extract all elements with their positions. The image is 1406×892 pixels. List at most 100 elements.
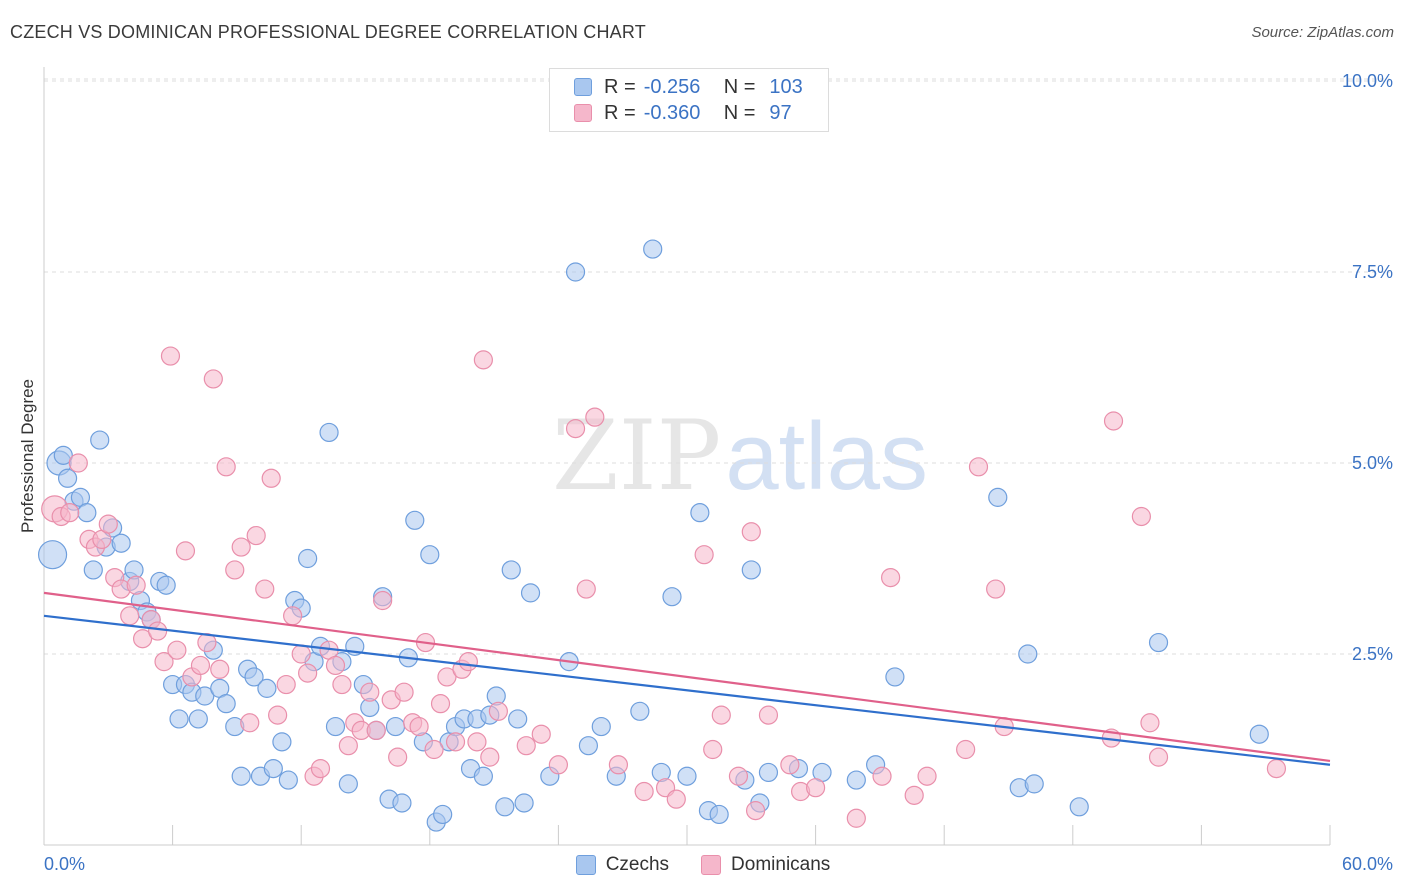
czech-point — [272, 732, 292, 752]
czech-point — [988, 487, 1008, 507]
dominican-point — [216, 457, 236, 477]
dominican-trend-line — [43, 591, 1331, 763]
czech-point — [758, 762, 779, 783]
legend-label-dominicans: Dominicans — [731, 854, 831, 875]
czech-point — [392, 793, 412, 813]
dominican-point — [68, 453, 88, 473]
dominican-point — [231, 537, 251, 557]
y-tick-label: 2.5% — [1352, 644, 1393, 664]
legend-item-czechs[interactable]: Czechs — [575, 854, 669, 876]
czech-point — [741, 560, 761, 580]
n-label: N = — [723, 101, 756, 124]
czech-point — [514, 793, 534, 813]
czech-point — [709, 804, 729, 825]
series-legend: Czechs Dominicans — [0, 852, 1406, 878]
czech-point — [195, 686, 215, 706]
r-value: -0.360 — [643, 101, 701, 124]
dominican-point — [255, 579, 275, 599]
dominican-point — [585, 407, 605, 427]
czech-point — [643, 239, 663, 259]
n-value: 97 — [769, 101, 792, 124]
dominican-point — [298, 663, 318, 683]
dominican-point — [531, 724, 551, 744]
czech-point — [433, 804, 453, 825]
czech-point — [325, 716, 346, 737]
czech-point — [473, 766, 493, 786]
dominican-point — [968, 457, 989, 477]
dominican-point — [1266, 758, 1287, 779]
czech-trend-line — [43, 614, 1331, 766]
dominican-point — [986, 579, 1006, 599]
y-tick-label: 10.0% — [1342, 71, 1393, 91]
dominican-point — [473, 350, 493, 370]
dominican-point — [338, 736, 358, 756]
czech-point — [338, 774, 358, 794]
dominican-point — [608, 755, 629, 775]
dominican-point — [175, 541, 196, 561]
dominican-point — [98, 514, 118, 534]
dominican-point — [846, 808, 866, 828]
czech-point — [420, 545, 440, 565]
legend-item-dominicans[interactable]: Dominicans — [701, 854, 830, 876]
czech-point — [156, 575, 176, 595]
czech-point — [846, 770, 866, 790]
dominican-point — [167, 640, 187, 660]
chart-title: CZECH VS DOMINICAN PROFESSIONAL DEGREE C… — [10, 22, 646, 42]
dominican-point — [805, 778, 826, 798]
czech-point — [1069, 797, 1089, 817]
dominican-point — [424, 739, 444, 760]
czech-point — [495, 797, 515, 817]
czech-point — [37, 540, 68, 570]
x-tick-label: 0.0% — [44, 854, 85, 874]
dominican-point — [430, 694, 451, 714]
czech-point — [319, 422, 339, 443]
dominican-point — [488, 701, 508, 721]
czech-point — [690, 503, 710, 523]
czechs-legend-swatch — [575, 855, 596, 875]
n-value: 103 — [769, 75, 803, 98]
czech-point — [885, 667, 905, 687]
dominican-point — [467, 732, 487, 752]
czech-point — [231, 766, 251, 786]
dominican-point — [291, 644, 311, 664]
czech-point — [1249, 724, 1269, 744]
dominican-point — [1140, 713, 1160, 733]
dominican-point — [246, 525, 266, 546]
czech-point — [257, 678, 277, 698]
dominican-point — [1103, 411, 1124, 431]
dominican-point — [711, 705, 731, 725]
dominican-point — [225, 560, 245, 580]
dominican-point — [409, 716, 429, 737]
czech-point — [169, 709, 189, 729]
dominicans-legend-swatch — [701, 855, 722, 875]
source-label: Source: ZipAtlas.com — [1251, 24, 1394, 41]
dominican-point — [480, 747, 500, 767]
dominican-point — [360, 682, 380, 702]
dominican-point — [565, 419, 586, 439]
dominican-point — [147, 621, 168, 641]
czech-point — [565, 262, 586, 282]
n-label: N = — [723, 75, 756, 98]
dominican-point — [780, 755, 800, 775]
dominican-point — [634, 781, 654, 802]
dominican-point — [758, 705, 779, 725]
stats-row-dominicans: R = -0.360 N = 97 — [550, 100, 792, 126]
dominican-point — [210, 659, 230, 679]
stats-legend: R = -0.256 N = 103 R = -0.360 N = 97 — [549, 68, 829, 132]
czech-point — [1024, 774, 1044, 794]
dominican-point — [310, 758, 331, 779]
dominican-point — [516, 736, 536, 756]
czech-point — [520, 583, 541, 603]
czech-point — [1148, 632, 1169, 653]
dominicans-swatch — [574, 104, 592, 122]
czech-point — [216, 694, 236, 714]
dominican-point — [203, 369, 223, 389]
czech-point — [1018, 644, 1038, 664]
czech-point — [188, 709, 208, 729]
dominican-point — [126, 575, 146, 595]
czech-point — [298, 548, 318, 569]
dominican-point — [1148, 747, 1169, 767]
dominican-point — [366, 720, 386, 741]
dominican-point — [904, 785, 924, 805]
